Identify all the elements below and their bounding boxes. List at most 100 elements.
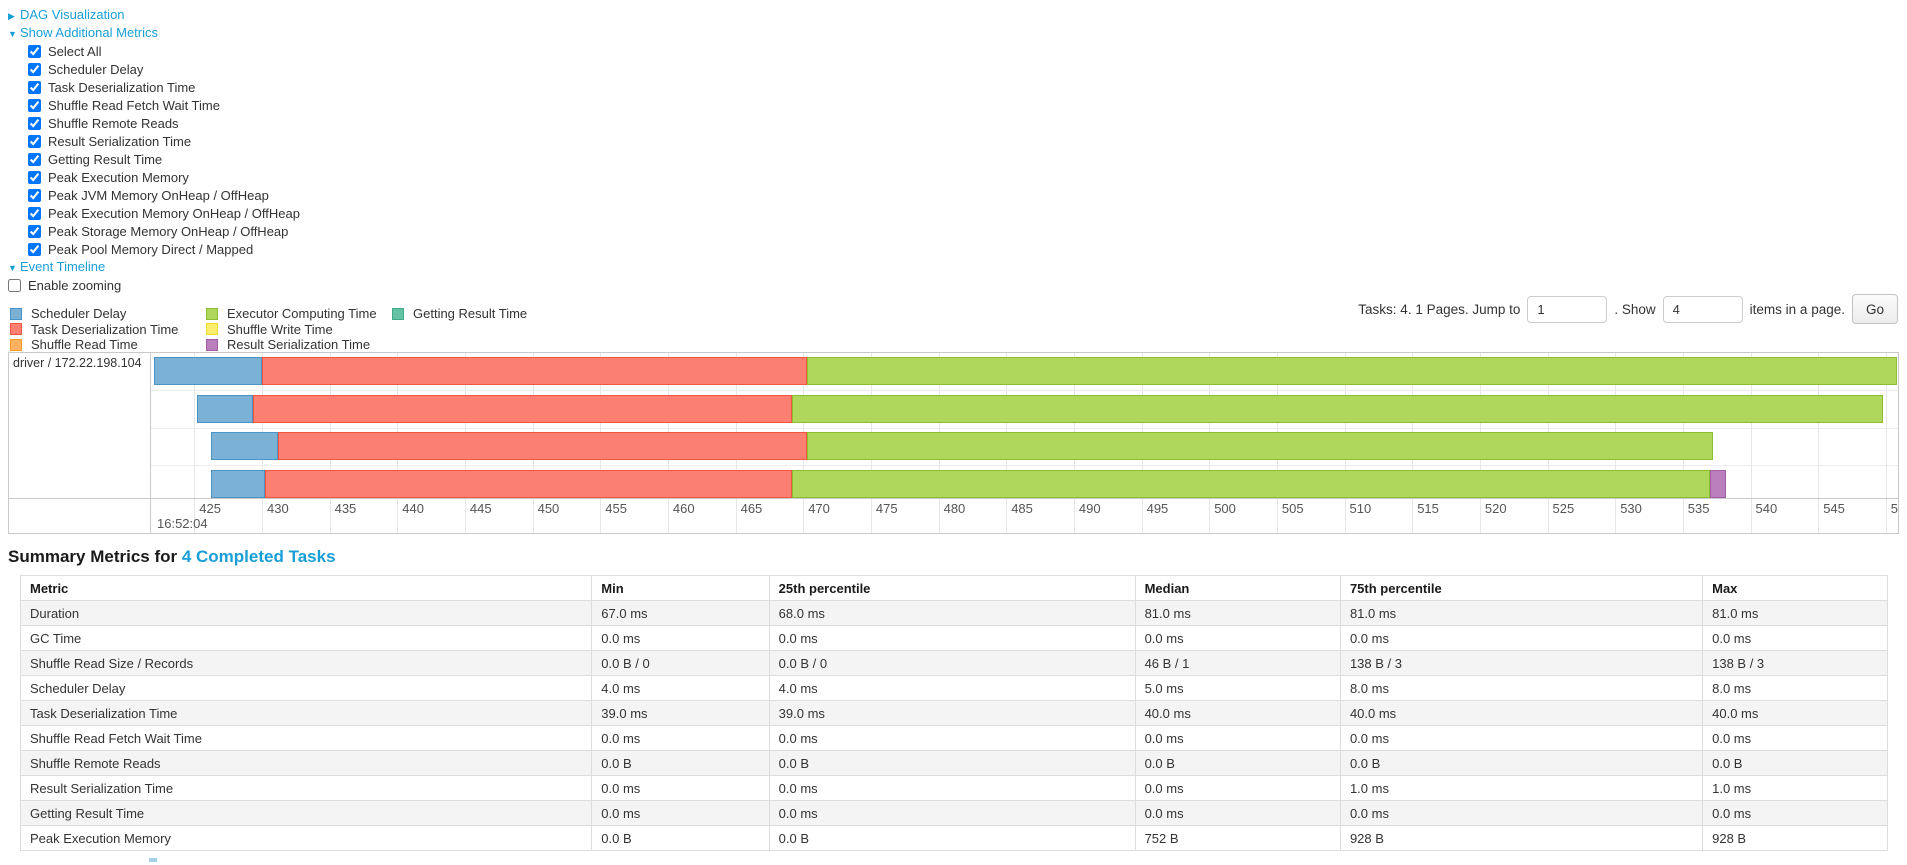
metric-value-cell: 752 B bbox=[1134, 825, 1341, 851]
task-bar-segment-result-serialization[interactable] bbox=[1709, 470, 1727, 498]
metric-checkbox-label: Scheduler Delay bbox=[48, 61, 144, 77]
shuffle-write-swatch-icon bbox=[206, 323, 218, 336]
metric-checkbox[interactable] bbox=[28, 80, 41, 94]
task-bar-segment-scheduler-delay[interactable] bbox=[197, 395, 253, 423]
task-bar-segment-scheduler-delay[interactable] bbox=[210, 470, 265, 498]
metric-name-cell: Scheduler Delay bbox=[19, 675, 593, 701]
legend-item: Scheduler Delay bbox=[10, 306, 206, 322]
items-per-page-input[interactable] bbox=[1662, 295, 1743, 323]
enable-zooming-checkbox[interactable] bbox=[8, 278, 21, 292]
table-row: Result Serialization Time 0.0 ms 0.0 ms 0.0… bbox=[19, 775, 1888, 801]
metric-value-cell: 138 B / 3 bbox=[1339, 650, 1704, 676]
metric-checkbox[interactable] bbox=[28, 224, 41, 238]
metric-value-cell: 928 B bbox=[1339, 825, 1704, 851]
metric-name-cell: Result Serialization Time bbox=[19, 775, 593, 801]
metric-checkbox-label: Peak Execution Memory OnHeap / OffHeap bbox=[48, 205, 300, 221]
scheduler-delay-swatch-icon bbox=[10, 307, 22, 320]
pagination-mid-text: . Show bbox=[1614, 301, 1656, 317]
metric-value-cell: 0.0 ms bbox=[1339, 725, 1704, 751]
metric-checkbox[interactable] bbox=[28, 188, 41, 202]
row-divider bbox=[151, 390, 1898, 391]
task-bar-segment-executor-computing[interactable] bbox=[807, 432, 1713, 460]
metric-checkbox[interactable] bbox=[28, 98, 41, 112]
enable-zooming-row: Enable zooming bbox=[8, 276, 300, 294]
enable-zooming-label: Enable zooming bbox=[28, 277, 122, 293]
task-bar-segment-scheduler-delay[interactable] bbox=[210, 432, 279, 460]
metric-value-cell: 8.0 ms bbox=[1339, 675, 1704, 701]
task-pagination: Tasks: 4. 1 Pages. Jump to . Show items … bbox=[1358, 294, 1898, 324]
metric-checkbox[interactable] bbox=[28, 44, 41, 58]
metric-checkbox[interactable] bbox=[28, 134, 41, 148]
metric-checkbox[interactable] bbox=[28, 170, 41, 184]
metric-value-cell: 40.0 ms bbox=[1134, 700, 1341, 726]
metric-checkbox-label: Peak Pool Memory Direct / Mapped bbox=[48, 241, 254, 257]
metric-value-cell: 0.0 B bbox=[591, 825, 770, 851]
metric-checkbox-row: Peak Pool Memory Direct / Mapped bbox=[28, 240, 300, 258]
axis-tick-label: 445 bbox=[469, 501, 492, 516]
metric-checkbox-label: Result Serialization Time bbox=[48, 133, 192, 149]
timeline-legend: Scheduler Delay Task Deserialization Time… bbox=[10, 306, 527, 353]
dag-visualization-toggle[interactable]: ▶ DAG Visualization bbox=[8, 6, 300, 24]
task-bar-segment-executor-computing[interactable] bbox=[807, 357, 1897, 385]
dag-visualization-link[interactable]: DAG Visualization bbox=[20, 7, 125, 22]
metric-value-cell: 0.0 ms bbox=[591, 775, 770, 801]
task-bar-segment-executor-computing[interactable] bbox=[792, 470, 1710, 498]
table-column-header: 75th percentile bbox=[1339, 575, 1704, 601]
show-additional-metrics-toggle[interactable]: ▼ Show Additional Metrics bbox=[8, 24, 300, 42]
axis-tick-label: 480 bbox=[943, 501, 966, 516]
event-timeline-toggle[interactable]: ▼ Event Timeline bbox=[8, 258, 300, 276]
summary-heading-prefix: Summary Metrics for bbox=[8, 547, 182, 566]
table-row: Peak Execution Memory 0.0 B 0.0 B 752 B 928 … bbox=[19, 825, 1888, 851]
axis-tick-label: 500 bbox=[1214, 501, 1236, 516]
show-additional-metrics-link[interactable]: Show Additional Metrics bbox=[20, 25, 159, 40]
metric-checkbox[interactable] bbox=[28, 62, 41, 76]
task-bar-segment-task-deserialization[interactable] bbox=[278, 432, 808, 460]
row-divider bbox=[151, 428, 1898, 429]
metric-value-cell: 1.0 ms bbox=[1702, 775, 1888, 801]
metric-checkbox-label: Select All bbox=[48, 43, 102, 59]
axis-tick-label: 465 bbox=[740, 501, 763, 516]
axis-tick-label: 455 bbox=[605, 501, 627, 516]
legend-item: Executor Computing Time bbox=[206, 306, 392, 322]
metric-value-cell: 39.0 ms bbox=[591, 700, 770, 726]
legend-item: Getting Result Time bbox=[392, 306, 527, 322]
metric-name-cell: Task Deserialization Time bbox=[19, 700, 593, 726]
task-bar-segment-task-deserialization[interactable] bbox=[252, 395, 793, 423]
metric-checkbox[interactable] bbox=[28, 116, 41, 130]
axis-tick-label: 450 bbox=[537, 501, 560, 516]
timeline-plot-area[interactable]: 425 430 435 440 445 450 455 460 465 470 475 480 485 4… bbox=[151, 353, 1898, 533]
metric-value-cell: 81.0 ms bbox=[1339, 600, 1704, 626]
metric-value-cell: 46 B / 1 bbox=[1134, 650, 1341, 676]
metric-checkbox[interactable] bbox=[28, 152, 41, 166]
metric-checkbox[interactable] bbox=[28, 242, 41, 256]
metric-checkbox-row: Scheduler Delay bbox=[28, 60, 300, 78]
metric-checkbox-label: Getting Result Time bbox=[48, 151, 163, 167]
shuffle-read-swatch-icon bbox=[10, 338, 22, 351]
task-bar-segment-task-deserialization[interactable] bbox=[264, 470, 793, 498]
metric-name-cell: Duration bbox=[19, 600, 593, 626]
metric-value-cell: 1.0 ms bbox=[1339, 775, 1704, 801]
metric-checkbox-row: Peak Execution Memory bbox=[28, 168, 300, 186]
legend-label: Shuffle Read Time bbox=[31, 337, 138, 353]
metric-name-cell: Shuffle Read Fetch Wait Time bbox=[19, 725, 593, 751]
metric-value-cell: 0.0 B bbox=[768, 750, 1136, 776]
metric-value-cell: 0.0 B bbox=[1339, 750, 1704, 776]
event-timeline-link[interactable]: Event Timeline bbox=[20, 259, 106, 274]
table-row: Shuffle Read Size / Records 0.0 B / 0 0.0 … bbox=[19, 650, 1888, 676]
task-bar-segment-executor-computing[interactable] bbox=[792, 395, 1884, 423]
completed-tasks-link[interactable]: 4 Completed Tasks bbox=[181, 547, 336, 566]
metric-checkbox-label: Peak Execution Memory bbox=[48, 169, 189, 185]
pagination-suffix-text: items in a page. bbox=[1749, 301, 1845, 317]
axis-tick-label: 490 bbox=[1078, 501, 1101, 516]
event-timeline-chart: driver / 172.22.198.104 425 430 435 440 445 4… bbox=[8, 352, 1899, 534]
metric-checkbox[interactable] bbox=[28, 206, 41, 220]
metric-value-cell: 0.0 B / 0 bbox=[768, 650, 1136, 676]
go-button[interactable]: Go bbox=[1851, 294, 1898, 324]
task-bar-segment-task-deserialization[interactable] bbox=[262, 357, 808, 385]
legend-label: Task Deserialization Time bbox=[31, 321, 179, 337]
task-bar-segment-scheduler-delay[interactable] bbox=[153, 357, 262, 385]
jump-to-page-input[interactable] bbox=[1527, 295, 1608, 323]
metric-value-cell: 0.0 ms bbox=[1702, 625, 1888, 651]
metric-value-cell: 0.0 ms bbox=[768, 800, 1136, 826]
table-row: Scheduler Delay 4.0 ms 4.0 ms 5.0 ms 8.0 ms 8… bbox=[19, 675, 1888, 701]
